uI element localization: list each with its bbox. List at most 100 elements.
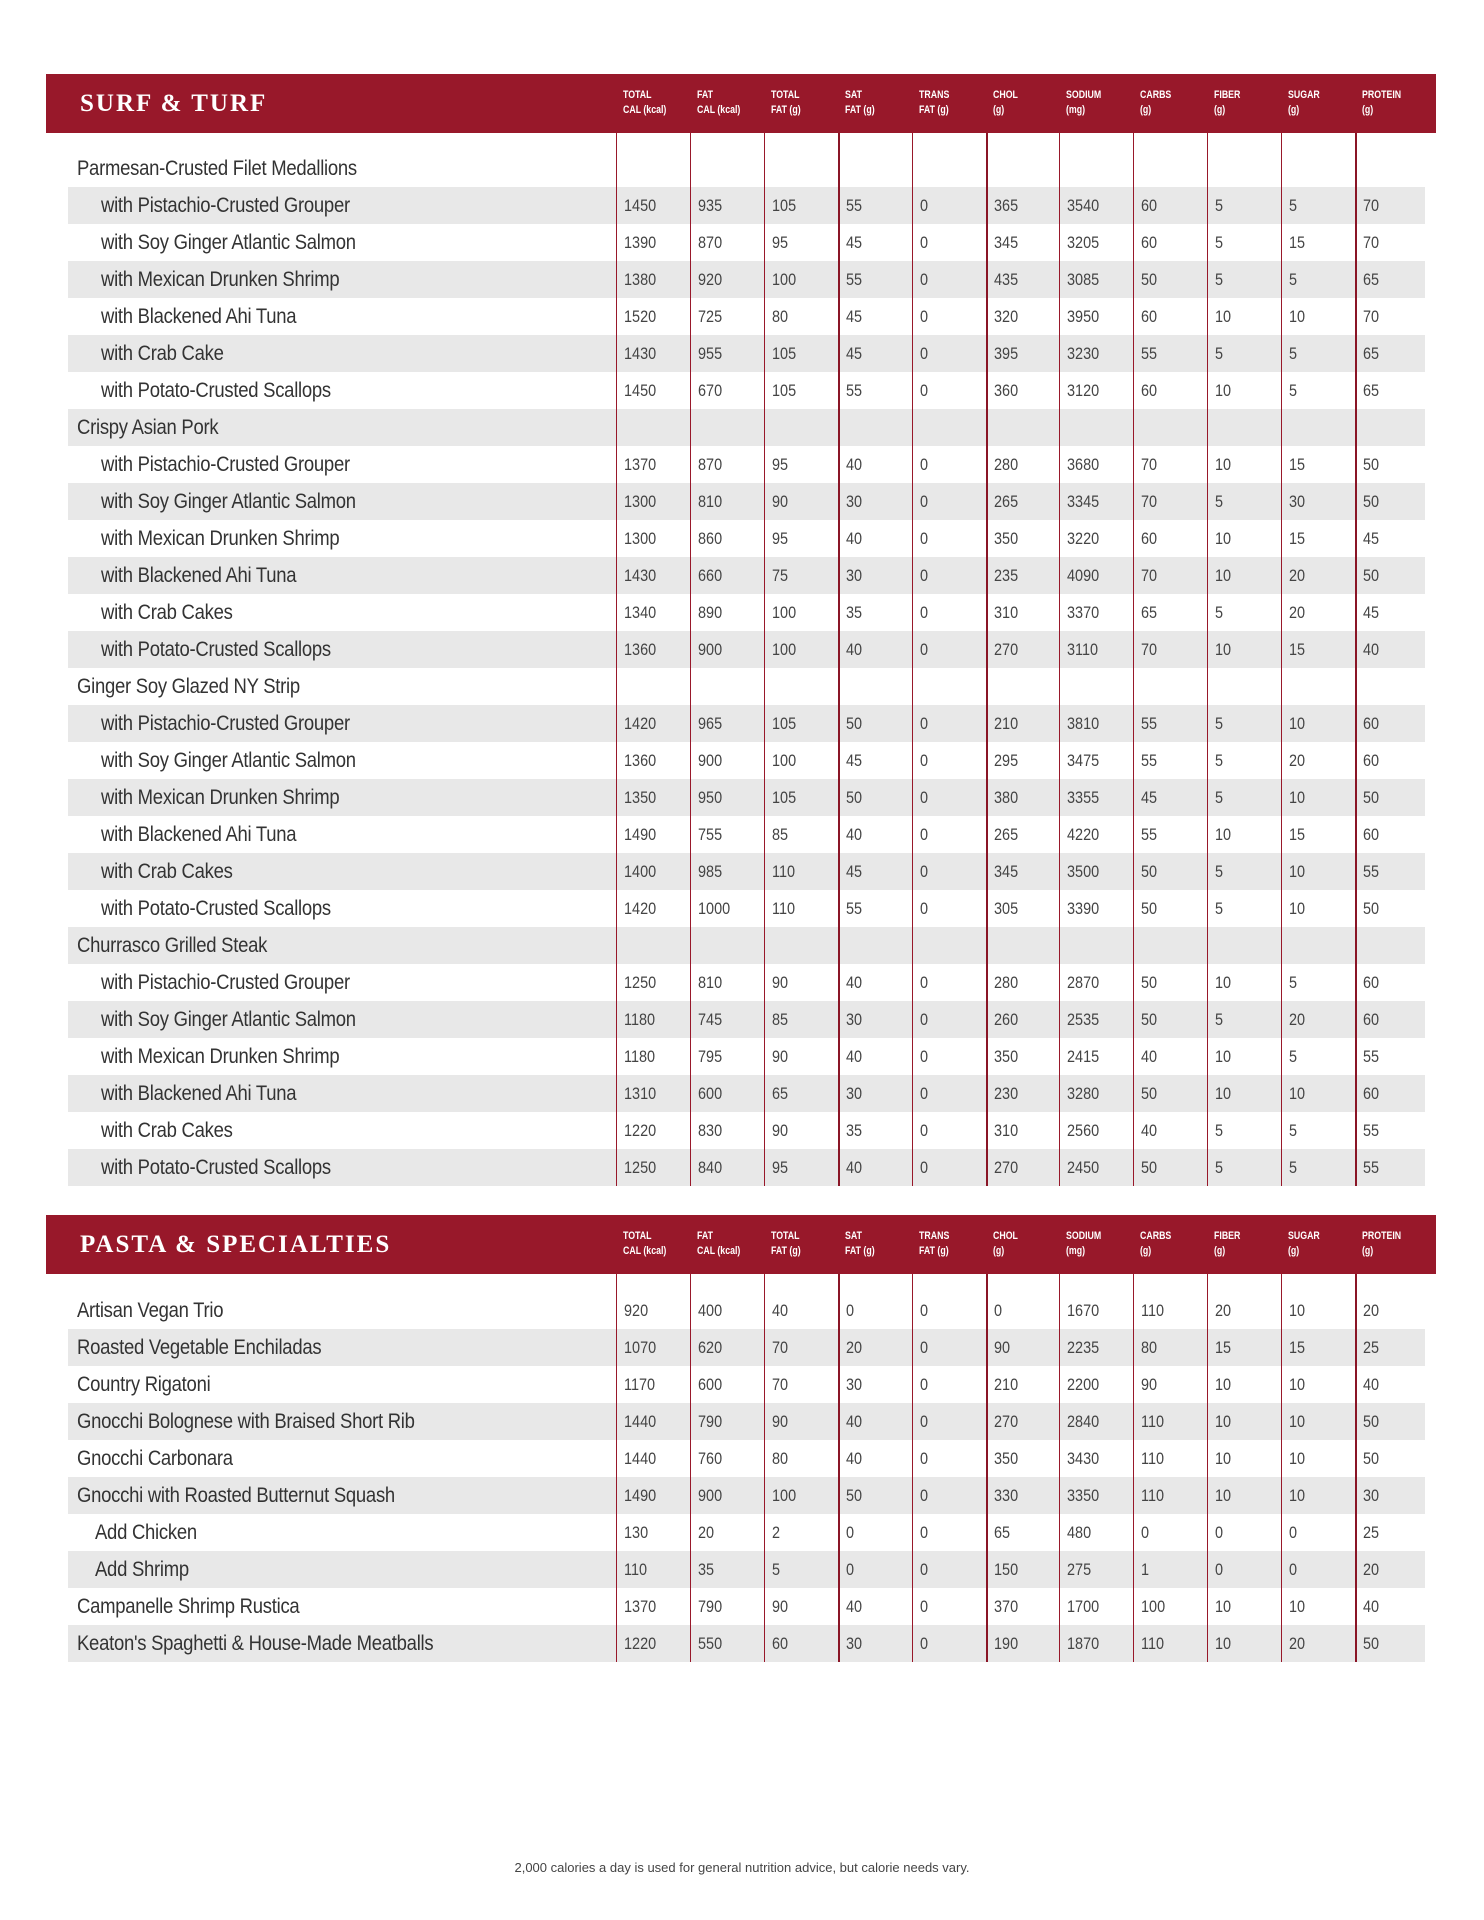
cell-value: 190 xyxy=(993,1634,1018,1653)
cell-value: 1300 xyxy=(624,492,657,511)
table-row-variant: with Mexican Drunken Shrimp 1180 795 90 40 0 3… xyxy=(68,1038,1425,1075)
cell-value: 50 xyxy=(1363,455,1380,474)
table-row-variant: with Crab Cakes 1340 890 100 35 0 310 3370 65 5 20… xyxy=(68,594,1425,631)
column-divider xyxy=(1207,1274,1208,1662)
cell-value: 10 xyxy=(1289,899,1306,918)
cell-value: 10 xyxy=(1289,1449,1306,1468)
cell-value: 0 xyxy=(919,1634,928,1653)
column-divider xyxy=(838,1274,840,1662)
cell-value: 40 xyxy=(845,1158,862,1177)
cell-value: 0 xyxy=(919,1560,928,1579)
item-name: Roasted Vegetable Enchiladas xyxy=(77,1336,322,1359)
cell-value: 50 xyxy=(845,1486,862,1505)
cell-value: 100 xyxy=(771,603,796,622)
cell-value: 5 xyxy=(1215,788,1224,807)
cell-value: 435 xyxy=(993,270,1018,289)
cell-value: 40 xyxy=(1141,1047,1158,1066)
cell-value: 550 xyxy=(697,1634,723,1653)
cell-value: 5 xyxy=(1215,1158,1224,1177)
cell-value: 45 xyxy=(1363,603,1380,622)
cell-value: 345 xyxy=(993,862,1018,881)
cell-value: 0 xyxy=(919,1338,928,1357)
column-header: TOTAL FAT (g) xyxy=(770,1230,801,1257)
table-row-variant: with Blackened Ahi Tuna 1430 660 75 30 0 235 40… xyxy=(68,557,1425,594)
cell-value: 280 xyxy=(993,455,1018,474)
section-header: SURF & TURF TOTAL CAL (kcal) FAT CAL (kcal… xyxy=(46,74,1436,133)
cell-value: 0 xyxy=(919,1158,928,1177)
table-row-variant: with Potato-Crusted Scallops 1420 1000 110 5… xyxy=(68,890,1425,927)
column-header: CARBS (g) xyxy=(1140,1230,1172,1257)
table-row-variant: with Mexican Drunken Shrimp 1300 860 95 40 0 3… xyxy=(68,520,1425,557)
cell-value: 70 xyxy=(771,1375,788,1394)
column-divider xyxy=(764,1274,765,1662)
cell-value: 1490 xyxy=(624,825,657,844)
cell-value: 110 xyxy=(771,899,795,918)
cell-value: 1300 xyxy=(624,529,657,548)
table-row-variant: Add Chicken 130 20 2 0 0 65 480 0 0 0 25 xyxy=(68,1514,1425,1551)
table-row-variant: with Soy Ginger Atlantic Salmon 1180 745 85… xyxy=(68,1001,1425,1038)
cell-value: 10 xyxy=(1215,566,1232,585)
cell-value: 5 xyxy=(1215,1121,1224,1140)
cell-value: 5 xyxy=(1215,196,1224,215)
cell-value: 0 xyxy=(919,1084,928,1103)
cell-value: 10 xyxy=(1215,381,1232,400)
cell-value: 5 xyxy=(1215,344,1224,363)
cell-value: 2200 xyxy=(1067,1375,1100,1394)
cell-value: 3205 xyxy=(1067,233,1100,252)
cell-value: 110 xyxy=(1141,1486,1165,1505)
cell-value: 810 xyxy=(697,973,723,992)
cell-value: 0 xyxy=(1215,1560,1224,1579)
column-divider xyxy=(912,133,913,1186)
cell-value: 0 xyxy=(919,899,928,918)
cell-value: 920 xyxy=(624,1301,649,1320)
cell-value: 20 xyxy=(1289,603,1306,622)
item-name: with Pistachio-Crusted Grouper xyxy=(101,453,350,476)
cell-value: 5 xyxy=(1215,1010,1224,1029)
item-name: with Mexican Drunken Shrimp xyxy=(101,268,340,291)
cell-value: 0 xyxy=(845,1301,854,1320)
cell-value: 10 xyxy=(1215,825,1232,844)
cell-value: 50 xyxy=(1363,1412,1380,1431)
cell-value: 45 xyxy=(1141,788,1158,807)
cell-value: 40 xyxy=(1363,640,1380,659)
cell-value: 15 xyxy=(1289,825,1306,844)
cell-value: 0 xyxy=(919,455,928,474)
cell-value: 50 xyxy=(1363,788,1380,807)
cell-value: 0 xyxy=(845,1523,854,1542)
item-name: with Soy Ginger Atlantic Salmon xyxy=(101,231,356,254)
cell-value: 270 xyxy=(993,1412,1018,1431)
cell-value: 90 xyxy=(1141,1375,1158,1394)
cell-value: 1380 xyxy=(624,270,657,289)
cell-value: 5 xyxy=(1289,344,1298,363)
cell-value: 900 xyxy=(697,640,723,659)
cell-value: 0 xyxy=(919,640,928,659)
cell-value: 3390 xyxy=(1067,899,1100,918)
cell-value: 0 xyxy=(919,1412,928,1431)
cell-value: 105 xyxy=(771,196,796,215)
cell-value: 1220 xyxy=(624,1634,657,1653)
cell-value: 1250 xyxy=(624,1158,657,1177)
cell-value: 55 xyxy=(1363,1047,1380,1066)
cell-value: 755 xyxy=(697,825,723,844)
cell-value: 10 xyxy=(1215,973,1232,992)
cell-value: 260 xyxy=(993,1010,1018,1029)
cell-value: 20 xyxy=(845,1338,862,1357)
cell-value: 40 xyxy=(845,455,862,474)
column-divider xyxy=(912,1274,913,1662)
cell-value: 3220 xyxy=(1067,529,1100,548)
cell-value: 295 xyxy=(993,751,1018,770)
cell-value: 400 xyxy=(697,1301,723,1320)
item-name: Churrasco Grilled Steak xyxy=(77,934,268,957)
table-row-item: Crispy Asian Pork xyxy=(68,409,1425,446)
cell-value: 5 xyxy=(1215,862,1224,881)
cell-value: 0 xyxy=(919,1449,928,1468)
cell-value: 365 xyxy=(993,196,1018,215)
cell-value: 1670 xyxy=(1067,1301,1100,1320)
cell-value: 600 xyxy=(697,1084,723,1103)
cell-value: 40 xyxy=(1363,1597,1380,1616)
item-name: with Mexican Drunken Shrimp xyxy=(101,786,340,809)
table-row-variant: with Potato-Crusted Scallops 1360 900 100 40… xyxy=(68,631,1425,668)
cell-value: 10 xyxy=(1215,1449,1232,1468)
cell-value: 965 xyxy=(697,714,723,733)
cell-value: 110 xyxy=(771,862,795,881)
